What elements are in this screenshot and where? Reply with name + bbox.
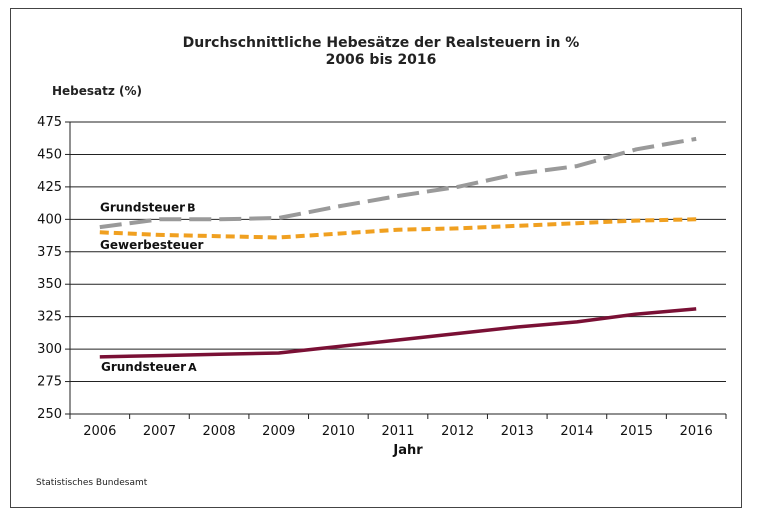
- y-tick-label: 375: [37, 245, 62, 260]
- y-tick-label: 250: [37, 407, 62, 422]
- y-tick-label: 450: [37, 147, 62, 162]
- chart-subtitle: 2006 bis 2016: [325, 52, 437, 68]
- x-tick-label: 2014: [560, 424, 593, 439]
- y-tick-label: 300: [37, 342, 62, 357]
- series-line-2: [99, 307, 697, 359]
- y-tick-label: 325: [37, 310, 62, 325]
- x-tick-label: 2009: [262, 424, 295, 439]
- y-tick-label: 275: [37, 375, 62, 390]
- x-tick-label: 2006: [83, 424, 116, 439]
- x-tick-label: 2013: [501, 424, 534, 439]
- series-label-0: Grundsteuer B: [100, 201, 195, 215]
- series-line-0: [99, 136, 697, 230]
- series-line-1: [99, 217, 697, 240]
- x-tick-label: 2007: [143, 424, 176, 439]
- x-tick-label: 2015: [620, 424, 653, 439]
- x-tick-label: 2012: [441, 424, 474, 439]
- x-axis-label: Jahr: [392, 443, 423, 458]
- chart-frame: [10, 8, 742, 508]
- series-label-1: Gewerbesteuer: [100, 238, 204, 252]
- y-tick-label: 475: [37, 115, 62, 130]
- y-tick-label: 350: [37, 277, 62, 292]
- source-note: Statistisches Bundesamt: [36, 478, 148, 488]
- y-tick-label: 425: [37, 180, 62, 195]
- series-label-2: Grundsteuer A: [101, 360, 197, 374]
- x-tick-label: 2011: [381, 424, 414, 439]
- y-tick-label: 400: [37, 212, 62, 227]
- y-axis-label: Hebesatz (%): [52, 84, 143, 98]
- x-tick-label: 2010: [322, 424, 355, 439]
- chart-title: Durchschnittliche Hebesätze der Realsteu…: [182, 35, 580, 51]
- x-tick-label: 2008: [203, 424, 236, 439]
- x-tick-label: 2016: [680, 424, 713, 439]
